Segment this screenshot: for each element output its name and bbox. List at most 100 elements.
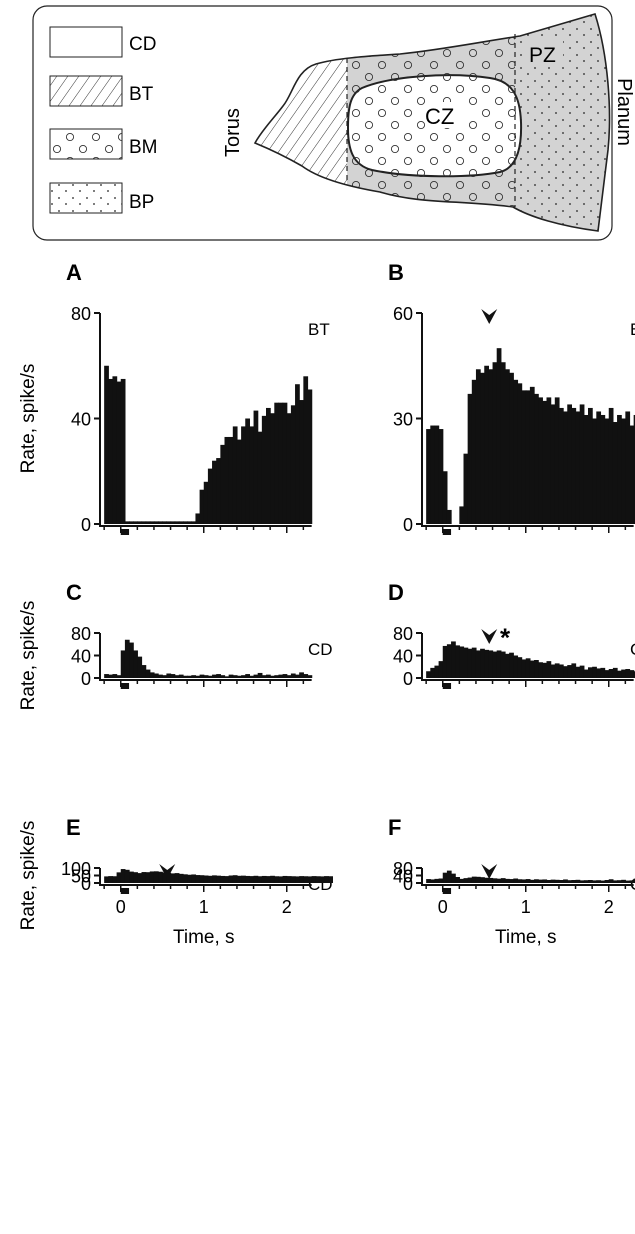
histogram-bar xyxy=(438,661,444,678)
histogram-bar xyxy=(625,880,631,883)
histogram-bar xyxy=(592,418,597,524)
histogram-bar xyxy=(451,873,456,883)
histogram-bar xyxy=(286,413,292,524)
histogram-bar xyxy=(480,372,485,524)
histogram-bar xyxy=(158,674,163,678)
histogram-bar xyxy=(625,669,631,678)
histogram-bar xyxy=(266,674,271,678)
histogram-bar xyxy=(575,666,581,678)
histogram-bar xyxy=(567,880,572,883)
histogram-bar xyxy=(286,876,292,883)
histogram-bar xyxy=(455,877,460,883)
histogram-bar xyxy=(245,418,250,524)
panel-letter: E xyxy=(66,815,81,840)
histogram-bar xyxy=(145,669,151,678)
histogram-bars xyxy=(104,365,313,524)
histogram-bar xyxy=(183,675,188,678)
peak-arrowhead-icon xyxy=(481,864,498,879)
histogram-bar xyxy=(529,386,535,524)
histogram-bar xyxy=(278,876,284,883)
histogram-bar xyxy=(438,429,444,524)
histogram-bar xyxy=(509,652,514,678)
histogram-bar xyxy=(245,674,250,678)
histogram-bar xyxy=(608,407,614,524)
histogram-bar xyxy=(558,880,564,883)
histogram-bar xyxy=(558,664,564,678)
histogram-bar xyxy=(455,645,460,678)
histogram-bar xyxy=(120,378,126,524)
histogram-bar xyxy=(484,649,489,678)
histogram-bar xyxy=(475,876,481,883)
histogram-bar xyxy=(588,880,593,883)
histogram-bar xyxy=(124,869,130,883)
legend-label-cd: CD xyxy=(129,34,156,55)
histogram-bar xyxy=(567,404,572,524)
histogram-bar xyxy=(471,876,477,883)
histogram-bar xyxy=(496,650,502,678)
histogram-bar xyxy=(328,876,333,883)
histogram-bars xyxy=(104,639,313,678)
histogram-bar xyxy=(108,674,114,678)
histogram-bar xyxy=(274,675,280,678)
histogram-bar xyxy=(500,651,506,678)
histogram-bar xyxy=(290,876,296,883)
histogram-bar xyxy=(303,376,309,524)
legend-label-bt: BT xyxy=(129,84,154,105)
histogram-bar xyxy=(513,655,519,678)
histogram-bar xyxy=(633,878,635,883)
histogram-bar xyxy=(442,471,448,524)
histogram-bar xyxy=(438,878,444,883)
histogram-bar xyxy=(538,879,543,883)
stimulus-marker xyxy=(120,683,130,689)
y-tick-label: 40 xyxy=(393,867,413,887)
histogram-bar xyxy=(236,675,242,678)
histogram-bar xyxy=(567,665,572,678)
histogram-bar xyxy=(174,521,180,524)
histogram-bar xyxy=(120,869,126,883)
histogram-bar xyxy=(612,880,618,883)
panel-b: B BM 0 30 60 xyxy=(388,260,635,535)
asterisk-marker: * xyxy=(500,623,511,653)
histogram-bar xyxy=(286,675,292,678)
histogram-bar xyxy=(191,874,197,883)
histogram-bar xyxy=(509,372,514,524)
histogram-bars xyxy=(104,869,333,883)
histogram-bar xyxy=(241,426,246,524)
y-tick-label: 40 xyxy=(393,647,413,667)
histogram-bar xyxy=(617,880,622,883)
histogram-bar xyxy=(588,407,593,524)
histogram-bar xyxy=(120,650,126,678)
histogram-bar xyxy=(195,875,201,883)
histogram-bar xyxy=(525,390,531,524)
histogram-bar xyxy=(195,513,201,524)
region-schematic: CD BT BM BP CZ PZ Torus Planum xyxy=(32,5,635,241)
histogram-bar xyxy=(203,481,209,524)
histogram-bar xyxy=(538,397,543,524)
panel-letter: F xyxy=(388,815,401,840)
y-tick-label: 50 xyxy=(71,867,91,887)
histogram-bar xyxy=(104,876,109,883)
histogram-bar xyxy=(575,879,581,883)
histogram-bar xyxy=(212,460,217,524)
histogram-bar xyxy=(563,666,568,678)
histogram-bar xyxy=(228,875,234,883)
histogram-bar xyxy=(307,876,313,883)
histogram-bar xyxy=(299,876,304,883)
histogram-bar xyxy=(257,672,263,678)
panel-f: FCD04080012Time, s xyxy=(388,815,635,948)
histogram-bar xyxy=(319,876,325,883)
histogram-bar xyxy=(178,521,184,524)
x-axis-label: Time, s xyxy=(495,927,557,948)
histogram-bar xyxy=(183,521,188,524)
histogram-bar xyxy=(521,879,527,883)
planum-label: Planum xyxy=(613,78,635,146)
histogram-bar xyxy=(324,876,329,883)
histogram-bar xyxy=(471,647,477,678)
histogram-bar xyxy=(625,411,631,524)
histogram-bar xyxy=(492,651,498,678)
histogram-bar xyxy=(129,642,134,678)
peak-arrowhead-icon xyxy=(159,864,176,879)
panel-c: C CD 040 80 Rate, spike/s xyxy=(18,580,333,710)
histogram-bar xyxy=(290,405,296,524)
histogram-bar xyxy=(434,878,440,883)
